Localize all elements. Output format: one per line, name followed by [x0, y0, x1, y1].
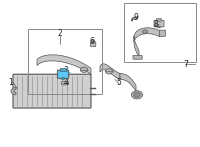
- Wedge shape: [11, 87, 16, 95]
- Polygon shape: [120, 74, 136, 91]
- Polygon shape: [100, 64, 120, 79]
- FancyBboxPatch shape: [154, 20, 164, 27]
- Circle shape: [133, 17, 137, 20]
- Polygon shape: [134, 28, 160, 42]
- FancyBboxPatch shape: [62, 82, 68, 85]
- FancyBboxPatch shape: [91, 42, 96, 47]
- Circle shape: [61, 77, 65, 80]
- FancyBboxPatch shape: [57, 70, 69, 78]
- Circle shape: [143, 30, 147, 33]
- FancyBboxPatch shape: [160, 30, 165, 36]
- FancyBboxPatch shape: [13, 74, 91, 108]
- Circle shape: [131, 91, 143, 99]
- Text: 4: 4: [64, 78, 68, 87]
- FancyBboxPatch shape: [60, 68, 66, 71]
- Text: 3: 3: [64, 66, 68, 75]
- FancyBboxPatch shape: [157, 18, 161, 21]
- Text: 7: 7: [184, 60, 188, 69]
- Circle shape: [158, 26, 160, 28]
- Text: 5: 5: [117, 78, 121, 87]
- Text: 8: 8: [154, 20, 158, 30]
- Bar: [28, 29, 102, 94]
- FancyBboxPatch shape: [92, 40, 95, 42]
- Circle shape: [105, 69, 113, 74]
- Text: 1: 1: [9, 78, 13, 87]
- Bar: [124, 3, 196, 62]
- Circle shape: [134, 92, 140, 97]
- FancyBboxPatch shape: [133, 55, 142, 59]
- Text: 6: 6: [90, 37, 94, 46]
- Text: 9: 9: [134, 13, 138, 22]
- Polygon shape: [134, 36, 139, 57]
- Circle shape: [80, 67, 88, 72]
- Polygon shape: [37, 55, 91, 74]
- Text: 2: 2: [58, 29, 62, 38]
